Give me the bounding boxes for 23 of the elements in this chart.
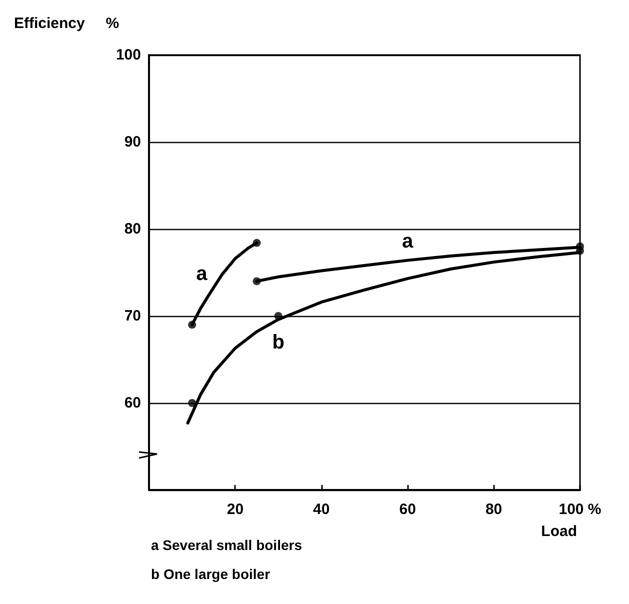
point [252, 277, 261, 286]
y-tick-label: 100 [116, 46, 141, 64]
x-tick-label: 60 [399, 501, 416, 518]
y-axis-title: Efficiency % [14, 15, 120, 32]
text: b One large boiler [151, 566, 271, 582]
point [576, 246, 584, 255]
x-axis-title: Load [541, 523, 578, 540]
y-tick-label: 90 [124, 134, 141, 150]
x-tick-label: 40 [313, 501, 330, 518]
x-tick-label: 80 [485, 501, 502, 518]
x-tick-label: 20 [226, 501, 244, 518]
series-label: b [272, 331, 284, 354]
y-tick-label: 70 [124, 308, 141, 324]
x-tick-label: 100 % [558, 501, 602, 518]
text: a Several small boilers [151, 537, 302, 553]
y-tick-label: 60 [124, 394, 141, 412]
point [188, 320, 196, 329]
point [188, 399, 196, 407]
point [252, 238, 261, 247]
point [274, 312, 282, 320]
series-label: a [196, 263, 208, 286]
y-tick-label: 80 [124, 220, 141, 238]
series-label: a [402, 230, 414, 252]
